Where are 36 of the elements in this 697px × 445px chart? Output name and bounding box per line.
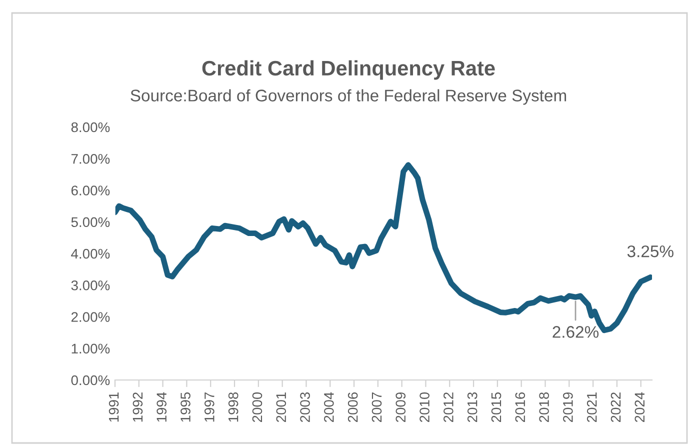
x-tick-label: 2013 xyxy=(467,392,478,422)
x-tick-label: 2000 xyxy=(252,392,262,422)
x-tick-label: 1995 xyxy=(180,392,190,422)
x-tick-label: 1994 xyxy=(156,392,167,422)
y-tick-label: 4.00% xyxy=(71,248,110,259)
x-tick-label: 2001 xyxy=(276,392,286,422)
y-tick-label: 1.00% xyxy=(72,344,110,354)
x-tick-label: 2007 xyxy=(372,392,382,422)
x-tick-label: 2006 xyxy=(348,392,358,422)
x-tick-label: 2010 xyxy=(420,392,430,422)
y-tick-label: 5.00% xyxy=(71,217,110,228)
x-tick-label: 2012 xyxy=(444,392,454,422)
x-tick-label: 1992 xyxy=(132,392,143,422)
x-tick-label: 1991 xyxy=(108,392,119,422)
annotation: 3.25% xyxy=(627,245,674,258)
x-tick-label: 2022 xyxy=(610,392,621,422)
x-tick-label: 2019 xyxy=(563,392,573,422)
x-tick-label: 1998 xyxy=(228,392,238,422)
x-tick-label: 1997 xyxy=(204,392,214,422)
x-tick-label: 2015 xyxy=(491,392,502,422)
x-tick-label: 2009 xyxy=(396,392,406,422)
y-tick-label: 7.00% xyxy=(71,154,110,164)
x-tick-label: 2018 xyxy=(539,392,549,422)
annotation: 2.62% xyxy=(552,326,599,338)
x-tick-label: 2016 xyxy=(515,392,526,422)
x-tick-label: 2004 xyxy=(324,392,334,422)
y-tick-label: 3.00% xyxy=(71,280,110,290)
chart-title: Credit Card Delinquency Rate xyxy=(202,60,495,80)
chart-subtitle: Source:Board of Governors of the Federal Reserve System xyxy=(130,89,566,105)
x-tick-label: 2003 xyxy=(300,392,310,422)
y-tick-label: 0.00% xyxy=(71,375,110,386)
y-tick-label: 2.00% xyxy=(71,312,110,322)
x-tick-label: 2024 xyxy=(634,392,645,422)
y-tick-label: 6.00% xyxy=(71,186,110,196)
x-tick-label: 2021 xyxy=(586,392,597,422)
y-tick-label: 8.00% xyxy=(71,122,110,132)
